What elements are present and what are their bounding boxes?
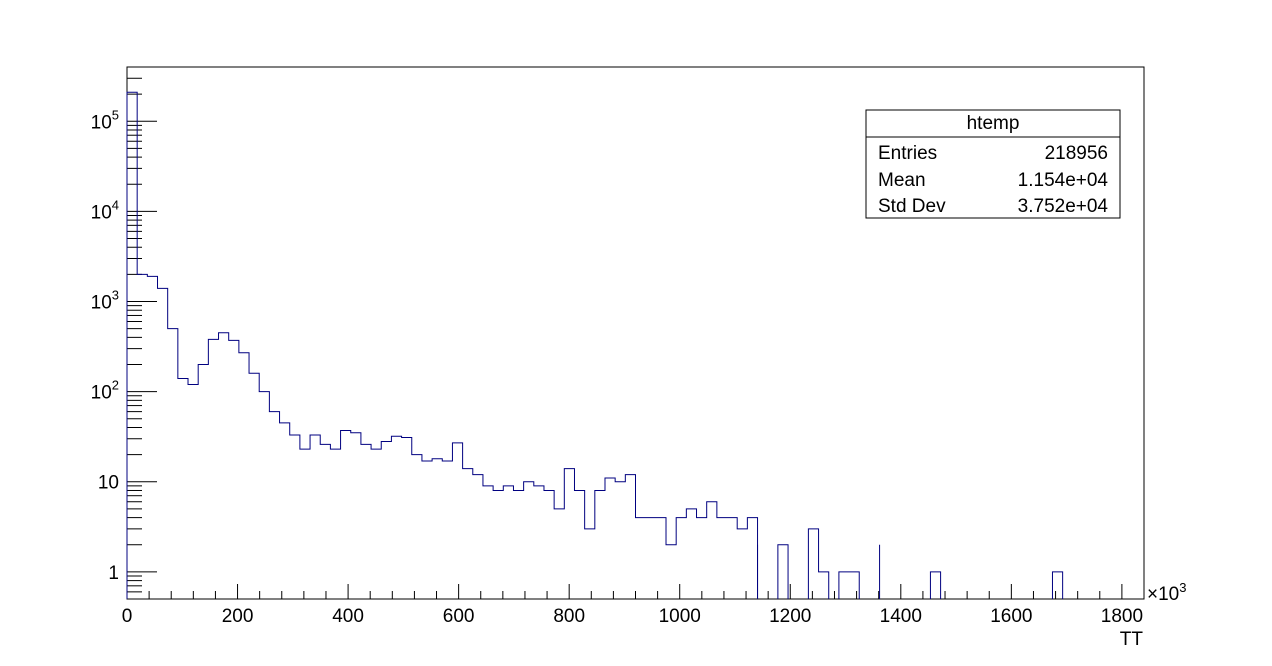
stats-label-mean: Mean bbox=[878, 170, 926, 191]
x-tick-label-2: 400 bbox=[332, 606, 364, 627]
x-tick-label-8: 1600 bbox=[990, 606, 1032, 627]
stats-label-entries: Entries bbox=[878, 143, 937, 164]
y-tick-label-exp: 3 bbox=[112, 288, 119, 303]
stats-value-mean: 1.154e+04 bbox=[1018, 170, 1109, 191]
y-tick-label-exp: 4 bbox=[112, 197, 119, 212]
x-tick-label-3: 600 bbox=[443, 606, 475, 627]
y-tick-label-base: 10 bbox=[91, 383, 112, 404]
y-tick-label-base: 10 bbox=[98, 473, 119, 494]
stats-box: htemp Entries 218956 Mean 1.154e+04 Std … bbox=[865, 109, 1121, 219]
y-tick-label-1: 10 bbox=[98, 473, 119, 494]
y-tick-label-base: 10 bbox=[91, 293, 112, 314]
y-tick-label-base: 10 bbox=[91, 112, 112, 133]
y-tick-label-base: 10 bbox=[91, 202, 112, 223]
x-axis-multiplier: ×103 bbox=[1147, 580, 1186, 605]
y-tick-label-exp: 5 bbox=[112, 107, 119, 122]
stats-label-stddev: Std Dev bbox=[878, 196, 946, 217]
x-tick-label-1: 200 bbox=[222, 606, 254, 627]
x-tick-label-6: 1200 bbox=[769, 606, 811, 627]
x-axis-multiplier-base: ×10 bbox=[1147, 584, 1179, 605]
histogram-extra-bins bbox=[757, 544, 1064, 599]
y-tick-label-base: 1 bbox=[108, 563, 119, 584]
x-tick-label-7: 1400 bbox=[880, 606, 922, 627]
stats-title: htemp bbox=[967, 113, 1020, 134]
x-axis-multiplier-exp: 3 bbox=[1179, 580, 1186, 595]
histogram-isolated-bin-0 bbox=[1051, 571, 1064, 599]
y-tick-label-2: 102 bbox=[91, 378, 119, 404]
x-tick-label-9: 1800 bbox=[1101, 606, 1143, 627]
y-tick-label-4: 104 bbox=[91, 197, 119, 223]
x-axis: 0 200 400 600 800 1000 1200 1400 1600 1800 bbox=[122, 584, 1145, 627]
y-tick-label-exp: 2 bbox=[112, 378, 119, 393]
stats-value-stddev: 3.752e+04 bbox=[1018, 196, 1109, 217]
stats-value-entries: 218956 bbox=[1045, 143, 1108, 164]
x-axis-label: TT bbox=[1120, 629, 1144, 650]
histogram-line bbox=[126, 91, 942, 599]
x-tick-label-4: 800 bbox=[553, 606, 585, 627]
y-tick-label-5: 105 bbox=[91, 107, 119, 133]
x-tick-label-5: 1000 bbox=[659, 606, 701, 627]
stats-box-frame bbox=[865, 109, 1121, 219]
x-tick-label-0: 0 bbox=[122, 606, 133, 627]
y-tick-label-0: 1 bbox=[108, 563, 119, 584]
y-tick-label-3: 103 bbox=[91, 288, 119, 314]
